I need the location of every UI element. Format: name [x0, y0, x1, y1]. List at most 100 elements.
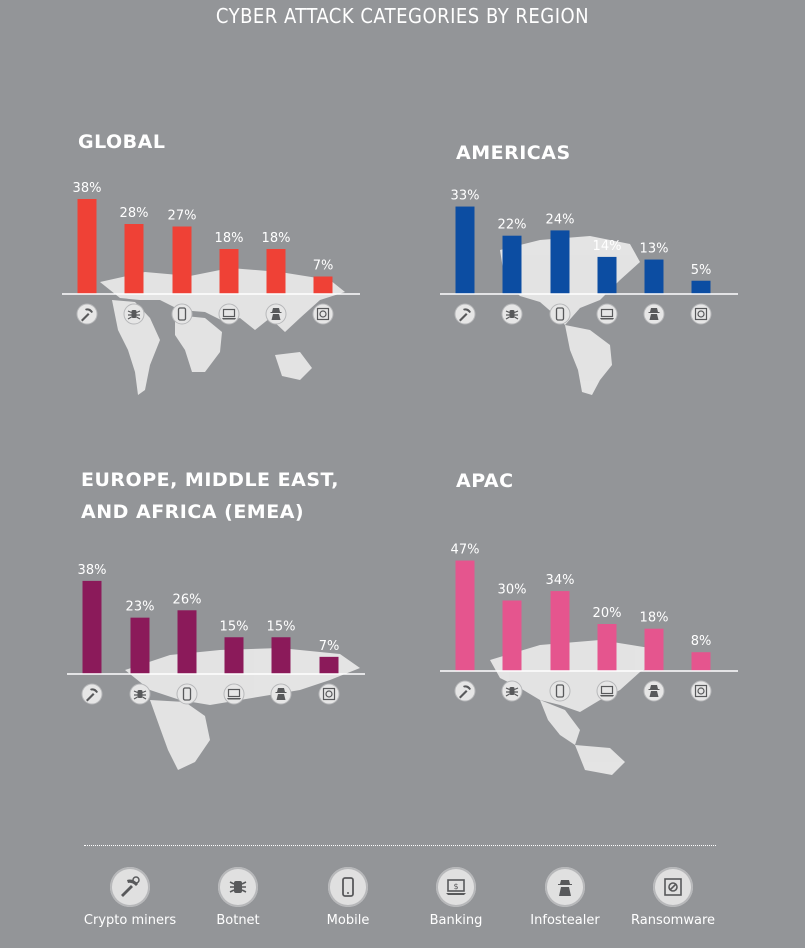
bar-americas-5 [691, 280, 711, 294]
infostealer-icon [270, 683, 292, 705]
legend-label: Banking [429, 913, 483, 928]
chart-apac: 47% 30% 34% 20% 18% 8% [440, 543, 738, 702]
data-label-americas-0: 33% [451, 189, 480, 204]
crypto-miner-icon [81, 683, 103, 705]
legend: Crypto miners Botnet Mobile $ Banking In… [84, 845, 716, 935]
legend-item-crypto-miners: Crypto miners [70, 867, 190, 928]
legend-item-botnet: Botnet [178, 867, 298, 928]
data-label-apac-5: 8% [691, 634, 712, 649]
bar-global-5 [313, 276, 333, 294]
legend-label: Ransomware [631, 913, 715, 928]
mobile-icon [176, 683, 198, 705]
bar-global-2 [172, 226, 192, 294]
legend-divider [84, 845, 716, 846]
botnet-icon [218, 867, 258, 907]
infostealer-icon [545, 867, 585, 907]
bar-emea-1 [130, 617, 150, 674]
data-label-emea-3: 15% [220, 619, 249, 634]
mobile-icon [328, 867, 368, 907]
data-label-americas-2: 24% [546, 212, 575, 227]
data-label-apac-2: 34% [546, 573, 575, 588]
chart-title-emea-line2: AND AFRICA (EMEA) [81, 501, 305, 523]
bar-emea-5 [319, 656, 339, 674]
crypto-miner-icon [76, 303, 98, 325]
mobile-icon [171, 303, 193, 325]
data-label-apac-0: 47% [451, 543, 480, 558]
infostealer-icon [643, 680, 665, 702]
map-apac [490, 640, 660, 775]
bar-global-0 [77, 199, 97, 294]
data-label-apac-4: 18% [640, 611, 669, 626]
bar-emea-3 [224, 637, 244, 674]
page-title: CYBER ATTACK CATEGORIES BY REGION [215, 4, 590, 28]
bar-apac-4 [644, 628, 664, 671]
infostealer-icon [643, 303, 665, 325]
svg-text:$: $ [453, 882, 458, 891]
data-label-global-3: 18% [215, 231, 244, 246]
banking-icon [596, 303, 618, 325]
ransomware-icon [318, 683, 340, 705]
banking-icon [596, 680, 618, 702]
chart-title-global: GLOBAL [78, 131, 166, 153]
data-label-emea-5: 7% [319, 639, 340, 654]
chart-title-emea-line1: EUROPE, MIDDLE EAST, [81, 469, 339, 491]
bar-emea-2 [177, 610, 197, 674]
data-label-global-1: 28% [120, 206, 149, 221]
legend-item-banking: $ Banking [396, 867, 516, 928]
chart-americas: 33% 22% 24% 14% 13% 5% [440, 189, 738, 325]
botnet-icon [501, 680, 523, 702]
legend-item-mobile: Mobile [288, 867, 408, 928]
chart-title-apac: APAC [456, 470, 514, 492]
data-label-americas-3: 14% [593, 239, 622, 254]
data-label-global-2: 27% [168, 209, 197, 224]
crypto-miner-icon [110, 867, 150, 907]
legend-label: Crypto miners [83, 913, 177, 928]
data-label-global-5: 7% [313, 259, 334, 274]
data-label-emea-0: 38% [78, 563, 107, 578]
banking-icon [223, 683, 245, 705]
bar-americas-3 [597, 256, 617, 294]
data-label-global-0: 38% [73, 181, 102, 196]
bar-emea-0 [82, 580, 102, 674]
botnet-icon [501, 303, 523, 325]
data-label-americas-1: 22% [498, 218, 527, 233]
mobile-icon [549, 303, 571, 325]
banking-icon: $ [436, 867, 476, 907]
mobile-icon [549, 680, 571, 702]
chart-title-americas: AMERICAS [456, 142, 571, 164]
chart-emea: 38% 23% 26% 15% 15% 7% [67, 563, 365, 705]
data-label-global-4: 18% [262, 231, 291, 246]
bar-americas-2 [550, 230, 570, 294]
crypto-miner-icon [454, 303, 476, 325]
bar-apac-2 [550, 591, 570, 671]
data-label-americas-5: 5% [691, 263, 712, 278]
legend-item-infostealer: Infostealer [505, 867, 625, 928]
bar-apac-3 [597, 624, 617, 671]
bar-emea-4 [271, 637, 291, 674]
ransomware-icon [653, 867, 693, 907]
bar-apac-5 [691, 652, 711, 671]
data-label-apac-1: 30% [498, 583, 527, 598]
ransomware-icon [690, 303, 712, 325]
chart-title-emea: EUROPE, MIDDLE EAST, AND AFRICA (EMEA) [81, 464, 339, 528]
data-label-emea-4: 15% [267, 619, 296, 634]
bar-americas-0 [455, 206, 475, 294]
data-label-emea-2: 26% [173, 592, 202, 607]
banking-icon [218, 303, 240, 325]
chart-global: 38% 28% 27% 18% 18% 7% [62, 181, 360, 325]
crypto-miner-icon [454, 680, 476, 702]
bar-global-4 [266, 249, 286, 294]
botnet-icon [129, 683, 151, 705]
legend-label: Mobile [326, 913, 370, 928]
ransomware-icon [312, 303, 334, 325]
legend-item-ransomware: Ransomware [613, 867, 733, 928]
bar-apac-1 [502, 600, 522, 671]
bar-apac-0 [455, 560, 475, 671]
bar-americas-1 [502, 235, 522, 294]
infostealer-icon [265, 303, 287, 325]
legend-label: Botnet [216, 913, 260, 928]
bar-global-1 [124, 224, 144, 294]
data-label-emea-1: 23% [126, 600, 155, 615]
bar-americas-4 [644, 259, 664, 294]
